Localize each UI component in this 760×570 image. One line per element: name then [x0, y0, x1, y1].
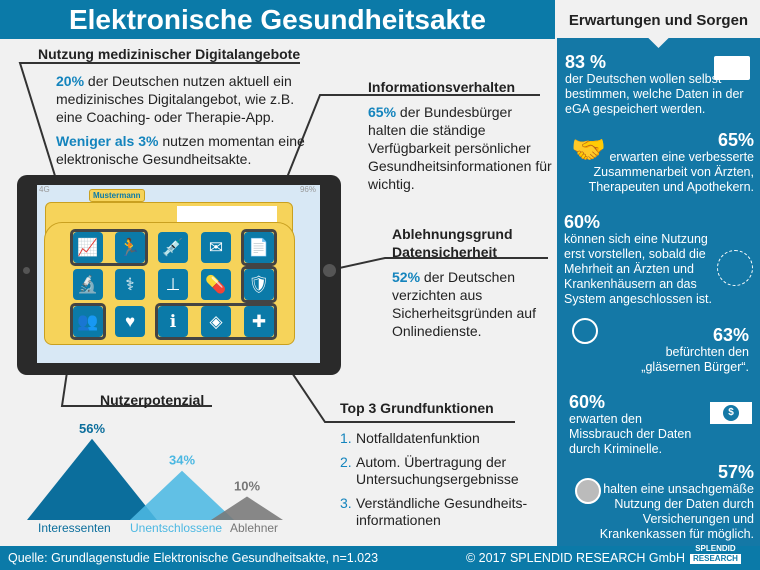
network-icon [717, 250, 753, 286]
heart-icon[interactable]: ♥ [115, 306, 145, 337]
battery-icon: 96% [299, 185, 316, 194]
pct-label: 10% [234, 479, 260, 494]
list-text: Verständliche Gesundheits-informationen [356, 495, 528, 528]
sidebar-heading: Erwartungen und Sorgen [557, 0, 760, 48]
list-number: 1. [340, 430, 352, 446]
stethoscope-icon[interactable]: ⚕ [115, 269, 145, 300]
icon-group [241, 229, 277, 266]
sidebar-item: 63% befürchten den „gläsernen Bürger“. [641, 325, 749, 374]
signal-icon: 4G [39, 185, 50, 194]
list-text: Autom. Übertragung der Untersuchungserge… [356, 454, 519, 487]
list-number: 3. [340, 495, 352, 511]
page-title: Elektronische Gesundheitsakte [0, 0, 555, 39]
tablet-screen: 4G 96% Mustermann 📈 🏃 💉 ✉ 📄 🔬 ⚕ ⊥ 💊 🛡 👥 ♥ ℹ ◈ ✚ [37, 185, 320, 363]
pct-label: 34% [169, 453, 195, 468]
mail-icon[interactable]: ✉ [201, 232, 231, 263]
pct-label: 56% [79, 421, 105, 436]
sidebar-item: 65% erwarten eine verbesserte Zusammenarb… [588, 130, 754, 194]
money-icon: $ [710, 402, 752, 424]
folder-tab: Mustermann [89, 189, 145, 202]
list-item: 1. Notfalldatenfunktion [340, 430, 550, 447]
triangle-interessenten [27, 438, 157, 520]
top3-list: 1. Notfalldatenfunktion 2. Autom. Übertragu… [340, 430, 550, 536]
plus-icon[interactable]: ✚ [244, 306, 274, 337]
list-text: Notfalldatenfunktion [356, 430, 480, 446]
list-number: 2. [340, 454, 352, 470]
footer: Quelle: Grundlagenstudie Elektronische G… [0, 544, 760, 570]
runner-icon[interactable]: 🏃 [115, 232, 145, 263]
list-item: 3. Verständliche Gesundheits-informatione… [340, 495, 550, 529]
info-icon[interactable]: ℹ [158, 306, 188, 337]
icon-group [70, 229, 148, 266]
list-item: 2. Autom. Übertragung der Untersuchungser… [340, 454, 550, 488]
camera-icon [23, 267, 30, 274]
card-icon [714, 56, 750, 80]
stethoscope-shield-icon [575, 478, 601, 504]
category-label: Interessenten [38, 521, 111, 535]
info-text: 65% der Bundesbürger halten die ständige… [368, 104, 552, 192]
nutzerpotenzial-heading: Nutzerpotenzial [100, 392, 205, 408]
logo: SPLENDID RESEARCH [690, 544, 741, 564]
microscope-icon[interactable]: 🔬 [73, 269, 103, 300]
copyright-text: © 2017 SPLENDID RESEARCH GmbH [466, 551, 686, 565]
sidebar-item: 83 % der Deutschen wollen selbst bestimme… [565, 52, 744, 116]
sidebar: Erwartungen und Sorgen 83 % der Deutschen… [557, 0, 760, 546]
syringe-icon[interactable]: 💉 [158, 232, 188, 263]
tablet-illustration: 4G 96% Mustermann 📈 🏃 💉 ✉ 📄 🔬 ⚕ ⊥ 💊 🛡 👥 ♥ ℹ ◈ ✚ [17, 175, 341, 375]
sidebar-item: 60% erwarten den Missbrauch der Daten dur… [569, 392, 692, 456]
tag-icon[interactable]: ◈ [201, 306, 231, 337]
home-button [323, 264, 336, 277]
category-label: Ablehner [230, 521, 278, 535]
nutzerpotenzial-triangles: 56% Interessenten 34% Unentschlossene 10% Abl… [27, 421, 283, 535]
chart-icon[interactable]: 📈 [73, 232, 103, 263]
icon-group [241, 266, 277, 303]
pills-icon[interactable]: 💊 [201, 269, 231, 300]
source-text: Quelle: Grundlagenstudie Elektronische G… [8, 551, 379, 565]
shield-icon[interactable]: 🛡 [244, 269, 274, 300]
ablehnung-text: 52% der Deutschen verzichten aus Sicherh… [392, 269, 536, 339]
top3-heading: Top 3 Grundfunktionen [340, 400, 494, 416]
nutzung-heading: Nutzung medizinischer Digitalangebote [38, 46, 301, 62]
category-label: Unentschlossene [130, 521, 222, 535]
handshake-icon: 🤝 [571, 134, 606, 165]
triangle-unentschlossene [130, 470, 234, 520]
sidebar-item: 60% können sich eine Nutzung erst vorstel… [564, 212, 712, 306]
nutzung-text-2: Weniger als 3% nutzen momentan eine elek… [56, 133, 305, 167]
document-icon[interactable]: 📄 [244, 232, 274, 263]
icon-group [70, 303, 106, 340]
magnifier-person-icon [572, 318, 598, 344]
people-icon[interactable]: 👥 [73, 306, 103, 337]
nutzung-text-1: 20% der Deutschen nutzen aktuell ein med… [56, 73, 295, 125]
triangle-ablehner [211, 496, 283, 520]
sidebar-item: 57% halten eine unsachgemäße Nutzung der … [599, 462, 754, 541]
scale-icon[interactable]: ⊥ [158, 269, 188, 300]
icon-group [155, 303, 277, 340]
info-heading: Informationsverhalten [368, 79, 516, 95]
ablehnung-heading: Ablehnungsgrund Datensicherheit [392, 226, 513, 260]
